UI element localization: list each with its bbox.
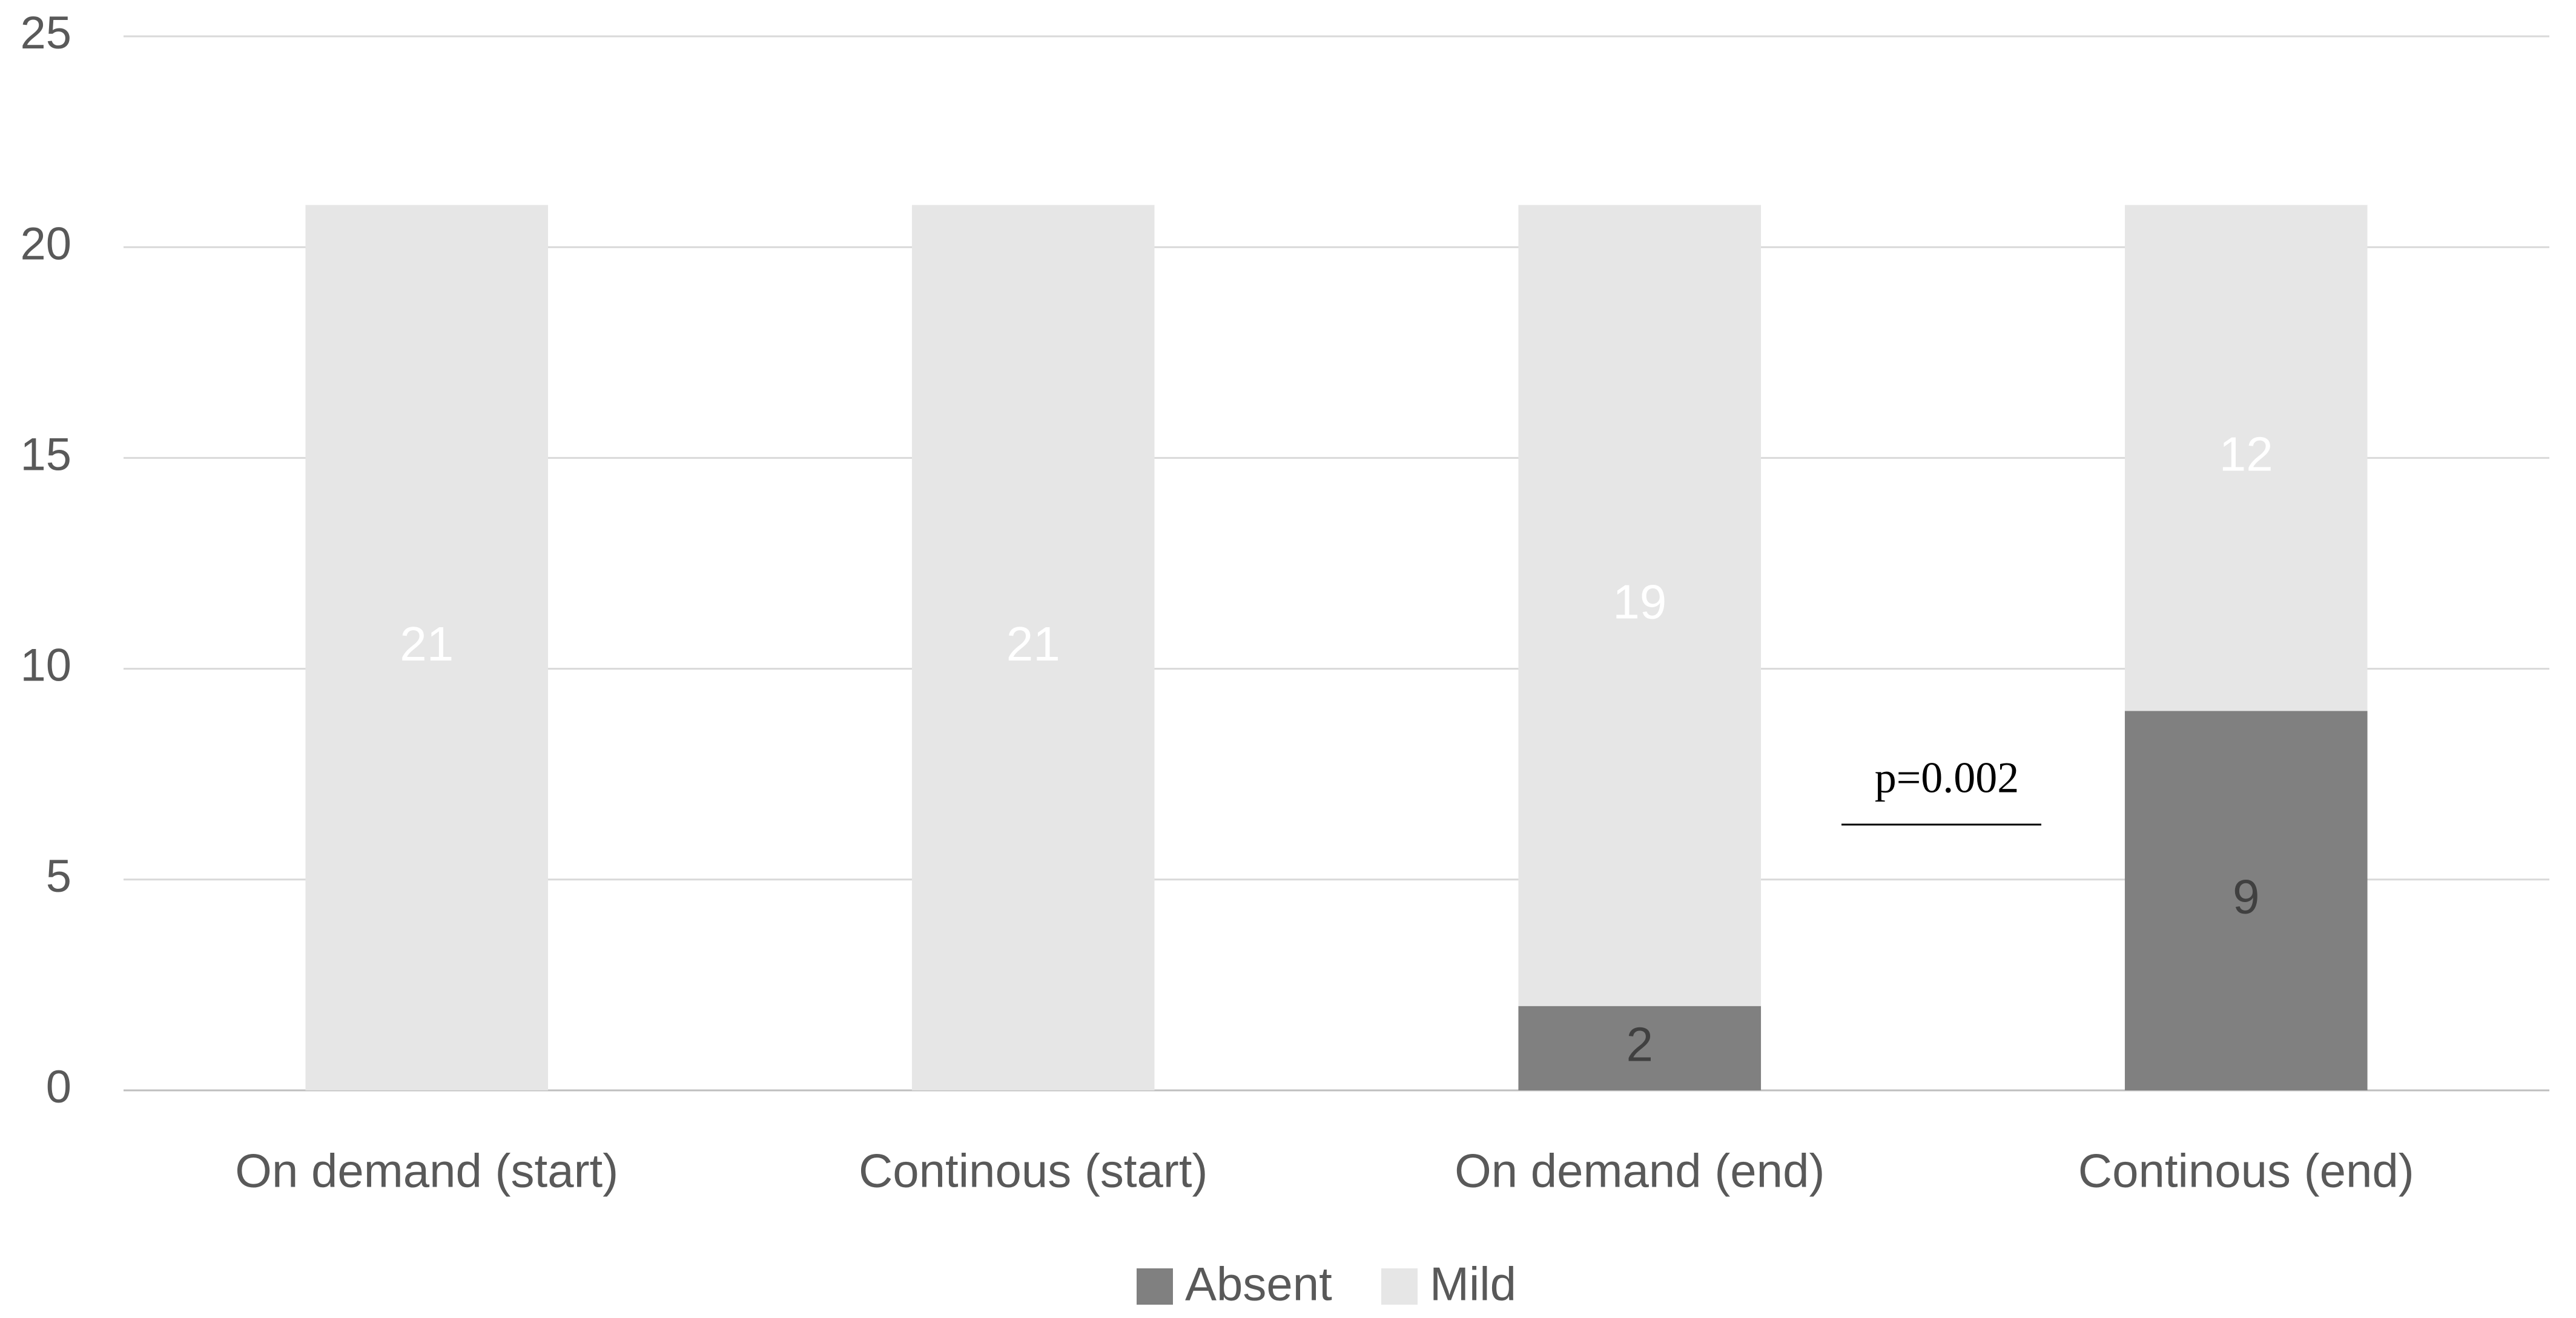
x-tick-label: Continous (end)	[2078, 1144, 2414, 1198]
x-tick-label: On demand (start)	[235, 1144, 618, 1198]
legend-label: Absent	[1185, 1257, 1332, 1311]
y-tick-label: 10	[20, 640, 71, 691]
data-label: 21	[400, 617, 454, 671]
bar-segment	[1518, 1006, 1762, 1090]
bar-segment	[305, 205, 549, 1090]
data-label: 12	[2219, 427, 2273, 481]
bar-segment	[911, 205, 1155, 1090]
x-tick-label: Continous (start)	[859, 1144, 1208, 1198]
bar-segment	[2124, 205, 2368, 711]
legend-swatch	[1381, 1268, 1418, 1305]
bar-segment	[2124, 711, 2368, 1090]
bar-segment	[1518, 205, 1762, 1006]
data-label: 9	[2233, 870, 2260, 924]
y-tick-label: 5	[46, 851, 71, 902]
x-tick-label: On demand (end)	[1455, 1144, 1825, 1198]
legend-swatch	[1137, 1268, 1173, 1305]
annotation: p=0.002	[1875, 754, 2020, 802]
legend-label: Mild	[1430, 1257, 1516, 1311]
y-tick-label: 0	[46, 1061, 71, 1113]
data-label: 21	[1006, 617, 1060, 671]
y-tick-label: 25	[20, 7, 71, 59]
y-tick-label: 20	[20, 218, 71, 269]
y-tick-label: 15	[20, 429, 71, 480]
data-label: 19	[1613, 575, 1666, 628]
data-label: 2	[1627, 1017, 1654, 1071]
